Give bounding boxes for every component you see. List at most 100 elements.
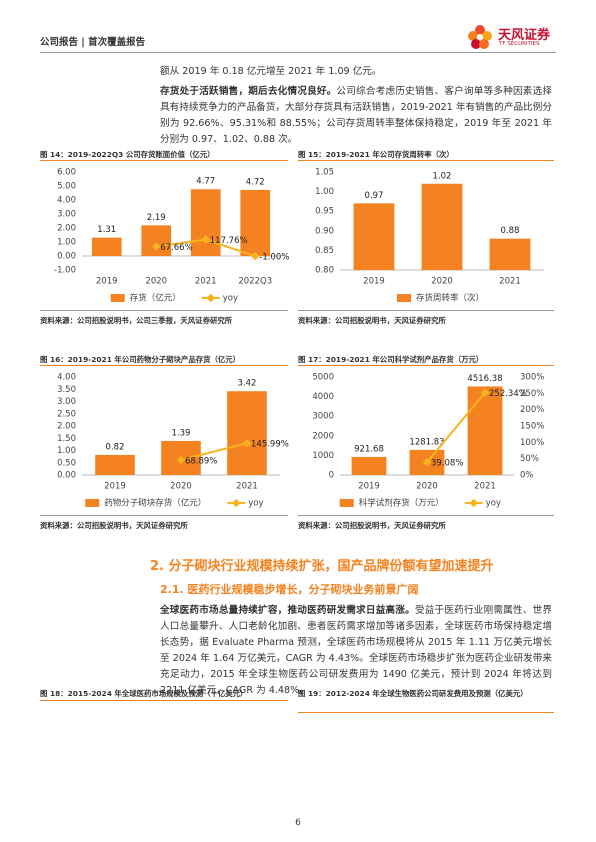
paragraph: 存货处于活跃销售，期后去化情况良好。公司综合考虑历史销售、客户询单等多种因素选择…: [160, 84, 552, 148]
y2-tick-label: 100%: [520, 438, 544, 448]
y-tick-label: 2.50: [57, 409, 76, 419]
y-tick-label: 0.80: [315, 266, 334, 276]
y-tick-label: 2000: [312, 431, 334, 441]
y-tick-label: 0.95: [315, 207, 334, 217]
caption: 图 16：2019-2021 年公司药物分子砌块产品存货（亿元）: [40, 355, 241, 364]
y-tick-label: 3000: [312, 412, 334, 422]
y-tick-label: 5000: [312, 373, 334, 383]
y-tick-label: 1.00: [57, 238, 76, 248]
y-tick-label: 3.50: [57, 385, 76, 395]
x-tick-label: 2021: [499, 277, 521, 287]
paragraph: 额从 2019 年 0.18 亿元增至 2021 年 1.09 亿元。: [160, 66, 382, 77]
bar: [489, 238, 531, 270]
data-label: 1281.83: [409, 437, 444, 447]
x-tick-label: 2021: [195, 277, 217, 287]
legend-swatch: [110, 294, 125, 302]
y-tick-label: 0.90: [315, 226, 334, 236]
rule: [298, 160, 554, 161]
y-tick-label: 0.85: [315, 246, 334, 256]
legend-label: 科学试剂存货（万元）: [359, 498, 444, 509]
chart: 0.80 0.85 0.90 0.95 1.00 1.05 2019 2020 2021 0.97…: [315, 168, 544, 304]
data-label: 2.19: [147, 213, 166, 223]
y-tick-label: 2.00: [57, 224, 76, 234]
data-label: 921.68: [354, 444, 384, 454]
y2-tick-label: 250%: [520, 389, 544, 399]
data-label: 1.31: [97, 225, 116, 235]
line: [180, 442, 248, 461]
legend-swatch: [232, 498, 241, 508]
y-tick-label: 1.05: [315, 168, 334, 178]
y-tick-label: 3.00: [57, 210, 76, 220]
y-tick-label: 0: [329, 471, 334, 481]
bar: [95, 454, 135, 475]
chart: 0.00 0.50 1.00 1.50 2.00 2.50 3.00 3.50 4.00 2019…: [57, 373, 289, 509]
legend-label: 存货周转率（次）: [416, 293, 484, 304]
text: 受益于医药行业刚需属性、世界人口总量攀升、人口老龄化加剧、患者医药需求增加等诸多…: [160, 605, 552, 696]
logo: [468, 25, 492, 49]
y-tick-label: 6.00: [57, 168, 76, 178]
bar: [227, 391, 267, 475]
bar: [351, 456, 387, 475]
bar: [467, 386, 503, 475]
y2-tick-label: 150%: [520, 422, 544, 432]
line-marker: [152, 242, 161, 251]
caption: 图 15：2019-2021 年公司存货周转率（次）: [298, 150, 454, 159]
x-tick-label: 2020: [431, 277, 453, 287]
caption: 图 14：2019-2022Q3 公司存货账面价值（亿元）: [40, 150, 215, 159]
legend-label: yoy: [248, 499, 263, 509]
legend-swatch: [397, 294, 411, 302]
data-label: 0.88: [501, 226, 520, 236]
source: 资料来源：公司招股说明书，天风证券研究所: [298, 521, 446, 530]
source: 资料来源：公司招股说明书，天风证券研究所: [298, 316, 446, 325]
legend-label: 药物分子砌块存货（亿元）: [104, 498, 206, 509]
caption: 图 19：2012-2024 年全球生物医药公司研发费用及预测（亿美元）: [298, 689, 528, 698]
bar: [421, 183, 463, 270]
y-tick-label: 0.00: [57, 471, 76, 481]
rule: [40, 365, 288, 366]
legend-swatch: [206, 293, 215, 303]
y-tick-label: 4000: [312, 392, 334, 402]
lead: 存货处于活跃销售，期后去化情况良好。: [160, 86, 337, 97]
x-tick-label: 2022Q3: [238, 277, 272, 287]
x-tick-label: 2019: [104, 482, 126, 492]
bar: [91, 237, 122, 256]
legend-swatch: [469, 498, 478, 508]
y-tick-label: 1.00: [57, 446, 76, 456]
y2-tick-label: 50%: [520, 454, 539, 464]
x-tick-label: 2020: [416, 482, 438, 492]
y-tick-label: 1.00: [315, 187, 334, 197]
caption: 图 18：2015-2024 年全球医药市场规模及预测（十亿美元）: [40, 689, 248, 698]
rule: [40, 310, 288, 311]
data-label: 145.99%: [251, 440, 289, 450]
y-tick-label: 1.50: [57, 434, 76, 444]
line: [426, 391, 486, 463]
data-label: 1.02: [433, 171, 452, 181]
data-label: 4.72: [246, 177, 265, 187]
y2-tick-label: 0%: [520, 471, 534, 481]
data-label: 4.77: [196, 177, 215, 187]
data-label: 39.08%: [431, 459, 463, 469]
section-subheading: 2.1. 医药行业规模稳步增长，分子砌块业务前景广阔: [160, 583, 419, 596]
caption: 图 17：2019-2021 年公司科学试剂产品存货（万元）: [298, 355, 484, 364]
rule: [298, 365, 554, 366]
line-marker: [422, 457, 432, 467]
data-label: 4516.38: [467, 374, 502, 384]
data-label: -1.00%: [259, 253, 289, 263]
bar: [240, 189, 271, 256]
header-rule: [40, 52, 556, 53]
y-tick-label: 2.00: [57, 422, 76, 432]
rule: [40, 700, 288, 701]
text: 公司综合考虑历史销售、客户询单等多种因素选择具有持续竞争力的产品备货，大部分存货…: [160, 86, 553, 145]
chart: -1.00 0.00 1.00 2.00 3.00 4.00 5.00 6.00 2019 202…: [54, 168, 289, 304]
x-tick-label: 2019: [358, 482, 380, 492]
x-tick-label: 2021: [236, 482, 258, 492]
line-marker: [480, 388, 490, 397]
paragraph: 全球医药市场总量持续扩容，推动医药研发需求日益高涨。受益于医药行业刚需属性、世界…: [160, 603, 552, 699]
bar: [353, 203, 395, 270]
data-label: 0.82: [106, 442, 125, 452]
x-tick-label: 2020: [170, 482, 192, 492]
rule: [298, 712, 554, 713]
legend-label: yoy: [223, 294, 238, 304]
data-label: 1.39: [172, 428, 191, 438]
